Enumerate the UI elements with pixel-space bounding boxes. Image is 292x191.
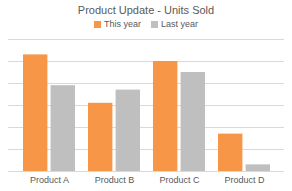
html-text:Product Update - Units Sold: Product Update - Units Sold: [77, 4, 215, 16]
svg-text:Product C: Product C: [159, 175, 200, 185]
html-text:Last year: Last year: [161, 19, 198, 29]
svg-text:Product B: Product B: [95, 175, 135, 185]
svg-text:Product D: Product D: [224, 175, 265, 185]
svg-text:Product A: Product A: [30, 175, 69, 185]
html-text:This year: This year: [104, 19, 141, 29]
